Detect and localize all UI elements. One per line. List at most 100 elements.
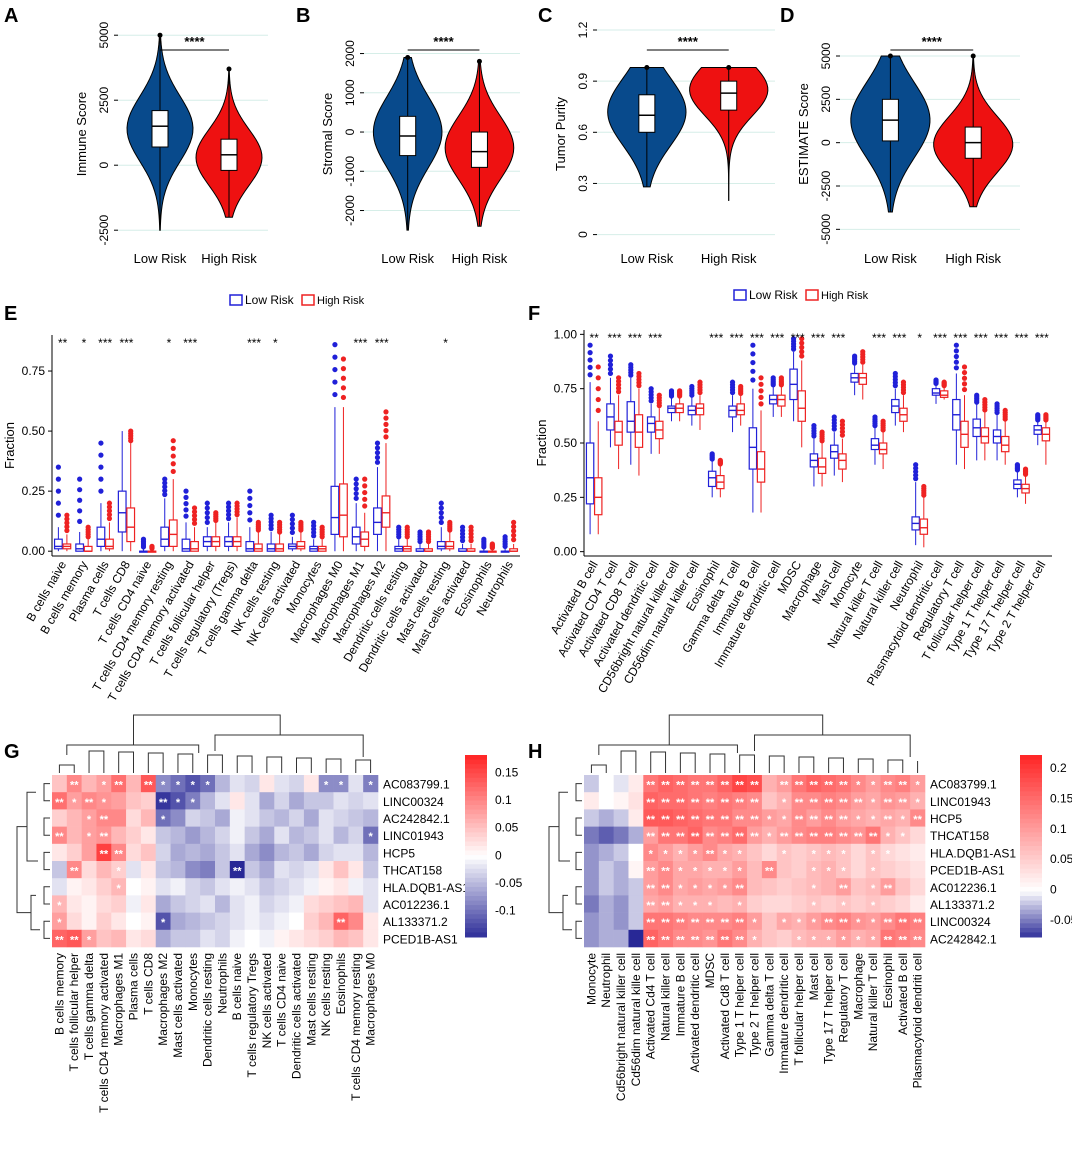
outlier-point xyxy=(607,362,614,368)
heatmap-cell xyxy=(643,861,659,879)
outlier-point xyxy=(362,496,368,502)
heatmap-cell xyxy=(155,809,171,827)
heatmap-cell xyxy=(363,775,379,793)
colorbar-segment xyxy=(465,918,487,924)
heatmap-cell xyxy=(244,775,260,793)
outlier-point xyxy=(750,368,756,374)
significance-star: ** xyxy=(676,780,685,792)
heatmap-cell xyxy=(791,912,807,931)
heatmap-cell xyxy=(289,861,305,879)
heatmap-cell xyxy=(628,775,644,793)
significance-star: ** xyxy=(810,780,819,792)
heatmap-cell xyxy=(672,792,689,810)
colorbar-segment xyxy=(465,846,487,852)
heatmap-cell xyxy=(229,929,245,948)
outlier-point xyxy=(162,480,168,486)
outlier-point xyxy=(64,527,70,534)
colorbar-segment xyxy=(465,905,487,911)
heatmap-cell xyxy=(81,826,97,845)
heatmap-cell xyxy=(776,895,792,913)
significance-star: ** xyxy=(70,866,79,878)
heatmap-cell xyxy=(111,809,127,827)
significance-label: *** xyxy=(1014,331,1028,345)
outlier-point xyxy=(128,428,134,434)
outlier-point xyxy=(1002,407,1008,414)
y-tick-label: 0.75 xyxy=(22,364,46,378)
significance-label: **** xyxy=(678,34,699,49)
significance-label: *** xyxy=(247,336,261,350)
heatmap-cell xyxy=(687,792,703,810)
row-label: THCAT158 xyxy=(930,829,989,843)
column-label: Gamma delta T cell xyxy=(762,953,776,1057)
column-label: T cells CD4 memory activated xyxy=(97,953,111,1113)
heatmap-cell xyxy=(687,895,703,913)
significance-star: * xyxy=(723,848,728,860)
heatmap-cell xyxy=(687,809,703,827)
significance-star: * xyxy=(102,780,107,792)
legend: Low Risk High Risk xyxy=(733,288,869,302)
column-label: Neutrophil xyxy=(599,953,613,1008)
heatmap-cell xyxy=(836,929,852,948)
heatmap-cell xyxy=(628,843,644,862)
column-label: Activated Cd8 T cell xyxy=(718,953,732,1059)
significance-star: ** xyxy=(661,866,670,878)
legend-swatch-low xyxy=(229,294,243,306)
heatmap-cell xyxy=(170,809,186,827)
x-tick-label: High Risk xyxy=(452,251,508,266)
heatmap-cell xyxy=(806,878,822,896)
significance-star: * xyxy=(708,900,713,912)
heatmap-cell xyxy=(836,861,852,879)
significance-star: * xyxy=(812,848,817,860)
panel-letter-h: H xyxy=(528,741,542,763)
outlier-point xyxy=(511,532,517,538)
significance-star: ** xyxy=(795,831,804,843)
column-label: B cells naive xyxy=(230,953,244,1021)
heatmap-cell xyxy=(806,912,822,931)
heatmap-cell xyxy=(96,878,112,896)
outlier-point xyxy=(811,423,817,429)
outlier-point xyxy=(55,488,61,494)
panel-letter-e: E xyxy=(4,303,17,325)
heatmap-cell xyxy=(244,912,260,931)
outlier-point xyxy=(447,519,453,525)
colorbar-segment xyxy=(1020,891,1042,897)
heatmap-cell xyxy=(111,843,127,862)
heatmap-cell xyxy=(880,826,896,845)
outlier-point xyxy=(636,370,642,377)
significance-star: ** xyxy=(735,934,744,946)
colorbar-segment xyxy=(1020,773,1042,779)
heatmap-cell xyxy=(52,878,68,896)
outlier-point xyxy=(353,481,359,487)
heatmap-cell xyxy=(303,792,320,810)
colorbar-segment xyxy=(465,927,487,933)
significance-star: ** xyxy=(795,780,804,792)
x-tick-label: Low Risk xyxy=(134,251,187,266)
legend-label-low: Low Risk xyxy=(749,288,799,302)
outlier-point xyxy=(953,353,959,360)
box-panel-e: 0.00 0.25 0.50 0.75 Fraction Low Risk High Ris… xyxy=(2,293,520,704)
heatmap-cell xyxy=(658,912,674,931)
outlier-point xyxy=(289,529,295,536)
column-dendrogram xyxy=(590,714,919,773)
box-high xyxy=(939,390,949,398)
significance-star: * xyxy=(87,814,92,826)
heatmap-cell xyxy=(761,809,778,827)
outlier-point xyxy=(247,517,253,523)
column-label: Eosinophils xyxy=(334,953,348,1014)
significance-star: ** xyxy=(661,917,670,929)
heatmap-cell xyxy=(333,826,349,845)
column-label: Immature dendritic cell xyxy=(777,953,791,1074)
significance-star: ** xyxy=(839,831,848,843)
heatmap-cell xyxy=(658,878,674,896)
significance-star: ** xyxy=(854,831,863,843)
colorbar-tick-label: 0.1 xyxy=(495,793,512,807)
heatmap-cell xyxy=(66,929,82,948)
heatmap-cell xyxy=(81,792,97,810)
box xyxy=(720,80,738,111)
significance-label: *** xyxy=(98,336,112,350)
legend-swatch-high xyxy=(805,289,819,301)
outlier-point xyxy=(374,445,381,451)
significance-star: ** xyxy=(898,797,907,809)
outlier-point xyxy=(183,513,189,519)
y-tick-label: 1000 xyxy=(343,79,357,106)
